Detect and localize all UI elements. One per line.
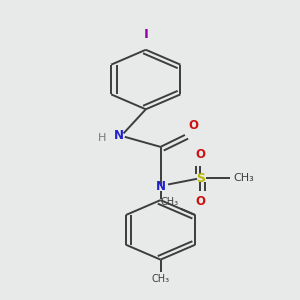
Text: O: O: [188, 119, 198, 132]
Text: I: I: [143, 28, 148, 41]
Text: N: N: [155, 179, 166, 193]
Text: O: O: [196, 195, 206, 208]
Text: CH₃: CH₃: [233, 173, 254, 183]
Text: CH₃: CH₃: [160, 197, 178, 207]
Text: N: N: [113, 129, 124, 142]
Text: O: O: [196, 148, 206, 161]
Text: S: S: [196, 172, 205, 185]
Text: H: H: [98, 134, 107, 143]
Text: CH₃: CH₃: [152, 274, 169, 284]
